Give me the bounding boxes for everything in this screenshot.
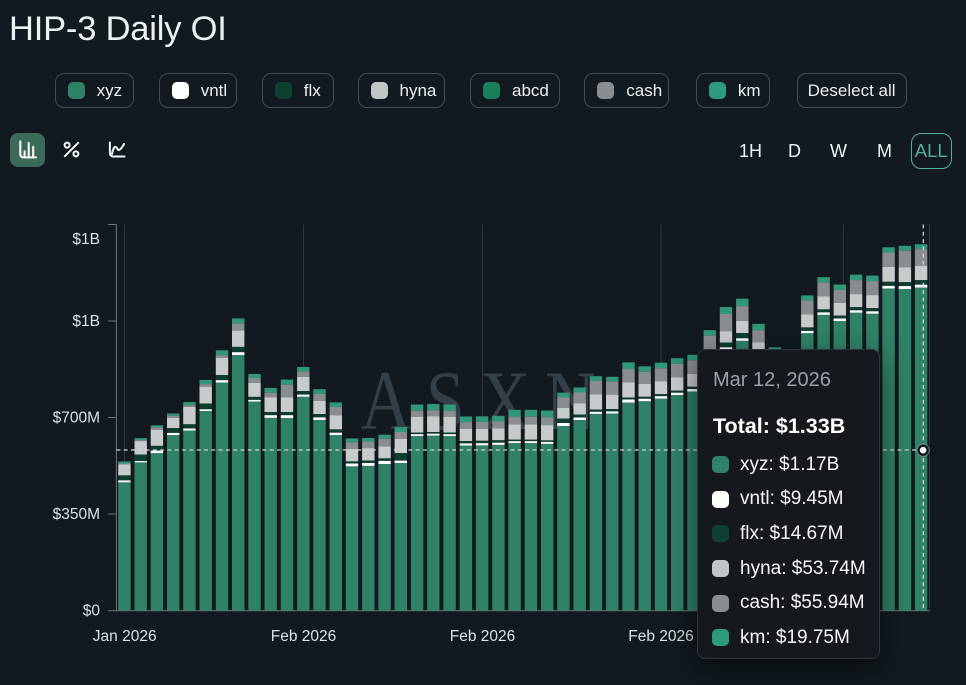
svg-text:Feb 2026: Feb 2026 xyxy=(271,628,337,645)
svg-text:Feb 2026: Feb 2026 xyxy=(628,628,694,645)
svg-text:$0: $0 xyxy=(83,603,101,620)
svg-text:$700M: $700M xyxy=(53,410,100,427)
svg-text:Feb 2026: Feb 2026 xyxy=(450,628,516,645)
svg-text:$350M: $350M xyxy=(53,506,100,523)
svg-text:Jan 2026: Jan 2026 xyxy=(93,628,157,645)
svg-text:$1B: $1B xyxy=(72,313,100,330)
svg-text:$1B: $1B xyxy=(72,231,100,248)
